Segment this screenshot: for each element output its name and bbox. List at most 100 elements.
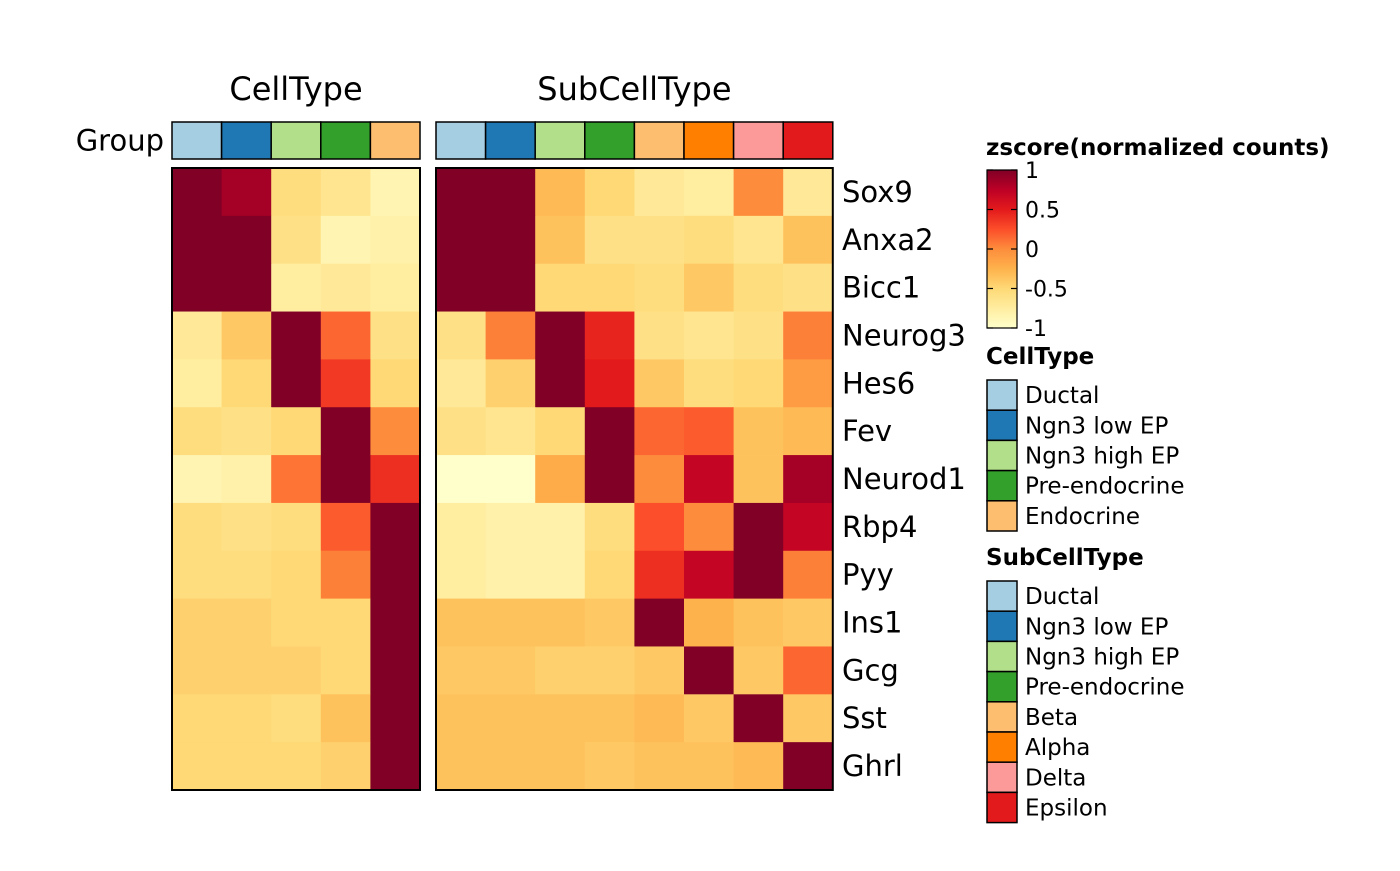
colorbar-tick-label: 1: [1025, 159, 1039, 184]
heatmap-cell-1-1-1: [485, 215, 536, 265]
heatmap-cell-0-2-0: [172, 263, 222, 312]
gene-label: Rbp4: [842, 510, 917, 544]
heatmap-cell-1-0-5: [684, 168, 734, 217]
heatmap-cell-1-9-7: [783, 598, 834, 647]
gene-label: Anxa2: [842, 223, 934, 257]
heatmap-cell-1-0-7: [783, 168, 834, 217]
heatmap-cell-1-0-3: [584, 168, 635, 217]
heatmap-cell-1-9-6: [733, 598, 784, 647]
heatmap-cell-0-1-4: [370, 215, 421, 265]
annotation-cell-1-3: [584, 121, 636, 160]
heatmap-cell-1-8-7: [783, 550, 834, 600]
heatmap-cell-1-11-3: [584, 694, 635, 743]
heatmap-cell-1-1-4: [634, 215, 685, 265]
heatmap-cell-1-7-5: [684, 502, 734, 552]
heatmap-cell-0-7-2: [271, 502, 322, 552]
heatmap-cell-1-4-0: [436, 359, 486, 408]
heatmap-cell-0-4-4: [370, 359, 421, 408]
heatmap-cell-0-4-0: [172, 359, 222, 408]
heatmap-cell-0-8-2: [271, 550, 322, 600]
heatmap-cell-1-1-7: [783, 215, 834, 265]
heatmap-cell-0-7-1: [221, 502, 272, 552]
heatmap-cell-1-2-4: [634, 263, 685, 312]
heatmap-cell-0-8-4: [370, 550, 421, 600]
heatmap-cell-0-8-0: [172, 550, 222, 600]
heatmap-cell-0-11-2: [271, 694, 322, 743]
heatmap-cell-1-10-7: [783, 646, 834, 695]
heatmap-cell-1-3-1: [485, 311, 536, 360]
heatmap-cell-0-1-2: [271, 215, 322, 265]
heatmap-cell-1-9-1: [485, 598, 536, 647]
heatmap-cell-1-10-1: [485, 646, 536, 695]
heatmap-cell-1-10-2: [535, 646, 586, 695]
colorbar-tick-label: -1: [1025, 317, 1047, 342]
annotation-cell-0-0: [171, 121, 223, 160]
heatmap-cell-1-12-7: [783, 742, 834, 791]
gene-label: Gcg: [842, 653, 899, 687]
heatmap-cell-0-0-2: [271, 168, 322, 217]
heatmap-cell-1-2-6: [733, 263, 784, 312]
legend-label: Epsilon: [1025, 796, 1108, 822]
heatmap-cell-1-11-0: [436, 694, 486, 743]
heatmap-cell-1-5-4: [634, 407, 685, 456]
heatmap-cell-1-12-0: [436, 742, 486, 791]
heatmap-cell-0-11-4: [370, 694, 421, 743]
annotation-cell-1-0: [435, 121, 487, 160]
legend-label: Ngn3 high EP: [1025, 444, 1179, 470]
heatmap-cell-0-0-4: [370, 168, 421, 217]
heatmap-cell-0-3-2: [271, 311, 322, 360]
heatmap-cell-1-3-5: [684, 311, 734, 360]
gene-label: Pyy: [842, 558, 894, 592]
heatmap-cell-1-8-2: [535, 550, 586, 600]
heatmap-cell-0-6-0: [172, 455, 222, 504]
heatmap-cell-0-5-3: [320, 407, 371, 456]
heatmap-cell-1-12-4: [634, 742, 685, 791]
legend-swatch-1-1: [986, 610, 1018, 643]
legend-swatch-0-3: [986, 469, 1018, 502]
heatmap-cell-1-0-4: [634, 168, 685, 217]
heatmap-cell-1-9-2: [535, 598, 586, 647]
heatmap-cell-0-5-1: [221, 407, 272, 456]
heatmap-cell-0-3-4: [370, 311, 421, 360]
heatmap-cell-1-6-5: [684, 455, 734, 504]
heatmap-cell-1-7-0: [436, 502, 486, 552]
heatmap-cell-1-8-4: [634, 550, 685, 600]
heatmap-cell-1-2-1: [485, 263, 536, 312]
heatmap-border-0: [171, 167, 421, 791]
heatmap-cell-1-12-5: [684, 742, 734, 791]
legend-label: Beta: [1025, 705, 1078, 731]
heatmap-cell-0-10-1: [221, 646, 272, 695]
legend-label: Ngn3 low EP: [1025, 413, 1168, 439]
legend-swatch-1-2: [986, 640, 1018, 673]
gene-label: Hes6: [842, 366, 915, 400]
heatmap-cell-1-8-6: [733, 550, 784, 600]
legend-label: Pre-endocrine: [1025, 675, 1184, 701]
heatmap-cell-1-4-2: [535, 359, 586, 408]
heatmap-cell-0-8-1: [221, 550, 272, 600]
annotation-cell-0-3: [320, 121, 372, 160]
heatmap-cell-0-10-3: [320, 646, 371, 695]
heatmap-cell-0-9-3: [320, 598, 371, 647]
heatmap-cell-1-4-5: [684, 359, 734, 408]
heatmap-cell-1-3-4: [634, 311, 685, 360]
heatmap-cell-1-2-0: [436, 263, 486, 312]
heatmap-cell-0-3-1: [221, 311, 272, 360]
heatmap-cell-1-3-2: [535, 311, 586, 360]
heatmap-cell-1-6-3: [584, 455, 635, 504]
legend-swatch-1-6: [986, 761, 1018, 794]
gene-label: Ins1: [842, 606, 903, 640]
heatmap-cell-1-10-4: [634, 646, 685, 695]
legend-swatch-0-0: [986, 379, 1018, 411]
gene-label: Ghrl: [842, 749, 903, 783]
heatmap-cell-0-9-0: [172, 598, 222, 647]
heatmap-cell-0-1-3: [320, 215, 371, 265]
heatmap-cell-1-2-5: [684, 263, 734, 312]
heatmap-cell-0-7-0: [172, 502, 222, 552]
heatmap-cell-1-12-1: [485, 742, 536, 791]
heatmap-cell-0-10-4: [370, 646, 421, 695]
heatmap-cell-1-0-1: [485, 168, 536, 217]
heatmap-cell-0-12-2: [271, 742, 322, 791]
heatmap-cell-0-1-0: [172, 215, 222, 265]
colorbar-title: zscore(normalized counts): [986, 135, 1330, 161]
panel-title-1: SubCellType: [537, 70, 731, 108]
